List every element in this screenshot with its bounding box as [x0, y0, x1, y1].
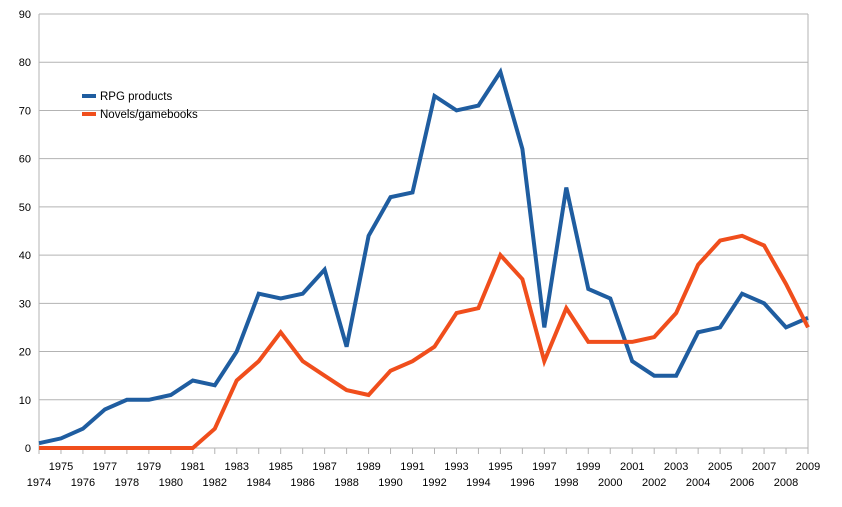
y-tick-label: 80: [19, 57, 31, 69]
legend-label: RPG products: [100, 91, 172, 103]
x-tick-label: 1980: [159, 477, 183, 489]
x-tick-label: 1998: [554, 477, 578, 489]
x-tick-label: 2009: [796, 461, 820, 473]
x-tick-label: 2002: [642, 477, 666, 489]
x-tick-label: 1974: [27, 477, 51, 489]
x-tick-label: 1987: [312, 461, 336, 473]
x-tick-label: 1994: [466, 477, 490, 489]
x-tick-label: 1975: [49, 461, 73, 473]
x-tick-label: 1990: [378, 477, 402, 489]
x-tick-label: 2003: [664, 461, 688, 473]
legend-label: Novels/gamebooks: [100, 109, 198, 121]
x-tick-label: 1985: [268, 461, 292, 473]
x-axis-ticks: 1974 1975 1976 1977 1978 1979 1980 1981 1982 1983…: [27, 448, 820, 489]
x-tick-label: 1988: [334, 477, 358, 489]
x-tick-label: 1999: [576, 461, 600, 473]
y-tick-label: 40: [19, 250, 31, 262]
x-tick-label: 1983: [225, 461, 249, 473]
x-tick-label: 2000: [598, 477, 622, 489]
x-tick-label: 2005: [708, 461, 732, 473]
series-lines: [38, 67, 810, 450]
x-tick-label: 1989: [356, 461, 380, 473]
x-tick-label: 1984: [246, 477, 270, 489]
y-tick-label: 0: [25, 443, 31, 455]
x-tick-label: 1995: [488, 461, 512, 473]
x-tick-label: 1986: [290, 477, 314, 489]
x-tick-label: 1978: [115, 477, 139, 489]
gridlines: [39, 13, 808, 401]
x-tick-label: 1997: [532, 461, 556, 473]
x-tick-label: 1992: [422, 477, 446, 489]
x-tick-label: 2006: [730, 477, 754, 489]
y-tick-label: 50: [19, 202, 31, 214]
y-tick-label: 20: [19, 347, 31, 359]
x-tick-label: 2008: [774, 477, 798, 489]
x-tick-label: 1981: [181, 461, 205, 473]
x-tick-label: 1991: [400, 461, 424, 473]
x-tick-label: 1996: [510, 477, 534, 489]
x-tick-label: 1977: [93, 461, 117, 473]
series-line-0: [38, 67, 809, 446]
y-tick-label: 60: [19, 154, 31, 166]
y-axis-ticks: 0 10 20 30 40 50 60 70 80 90: [19, 9, 31, 455]
x-tick-label: 2001: [620, 461, 644, 473]
axes: [38, 14, 809, 449]
legend: RPG products Novels/gamebooks: [82, 91, 198, 121]
x-tick-label: 1993: [444, 461, 468, 473]
x-tick-label: 2004: [686, 477, 710, 489]
x-tick-label: 1976: [71, 477, 95, 489]
y-tick-label: 90: [19, 9, 31, 21]
y-tick-label: 70: [19, 105, 31, 117]
y-tick-label: 30: [19, 298, 31, 310]
x-tick-label: 1982: [203, 477, 227, 489]
y-tick-label: 10: [19, 395, 31, 407]
series-line-1: [39, 233, 810, 450]
x-tick-label: 2007: [752, 461, 776, 473]
x-tick-label: 1979: [137, 461, 161, 473]
